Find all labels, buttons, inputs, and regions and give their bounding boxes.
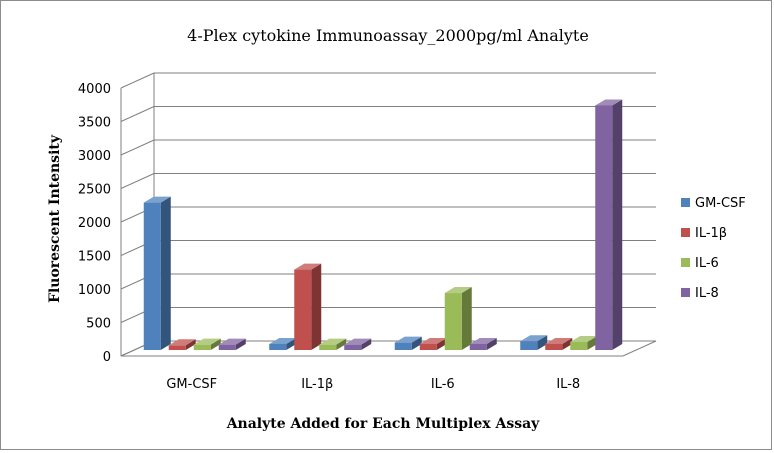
legend-label: GM-CSF bbox=[695, 196, 746, 211]
legend: GM-CSF IL-1β IL-6 IL-8 bbox=[681, 196, 746, 301]
y-tick-label: 0 bbox=[103, 350, 111, 365]
bar bbox=[193, 338, 221, 350]
legend-label: IL-1β bbox=[695, 226, 727, 241]
bar bbox=[143, 196, 171, 350]
bar-side bbox=[587, 335, 598, 350]
bar-front bbox=[469, 343, 487, 350]
bar-front bbox=[545, 343, 563, 350]
x-tick-label: GM-CSF bbox=[166, 377, 217, 392]
y-tick-label: 2500 bbox=[78, 183, 111, 198]
bar bbox=[419, 337, 447, 350]
bar-side bbox=[461, 287, 472, 350]
bar-top bbox=[344, 338, 372, 345]
bar-front bbox=[319, 344, 337, 350]
bar bbox=[444, 287, 472, 350]
floor bbox=[120, 340, 657, 357]
bar-top bbox=[294, 263, 322, 270]
bar-top bbox=[444, 287, 472, 294]
bar-side bbox=[612, 99, 623, 350]
bar bbox=[469, 337, 497, 350]
gridline-side bbox=[120, 72, 155, 89]
bar bbox=[570, 335, 598, 350]
legend-swatch bbox=[681, 198, 690, 207]
x-tick-label: IL-1β bbox=[301, 377, 333, 392]
bar-front bbox=[143, 202, 161, 350]
x-tick-label: IL-8 bbox=[556, 377, 580, 392]
bar-top bbox=[218, 338, 246, 345]
bar-side bbox=[311, 263, 322, 350]
gridline-side bbox=[120, 106, 155, 122]
y-tick-label: 3500 bbox=[78, 116, 111, 131]
bar-side bbox=[361, 338, 372, 350]
bar-side bbox=[210, 338, 221, 350]
legend-swatch bbox=[681, 288, 690, 297]
bar-front bbox=[520, 341, 538, 350]
legend-label: IL-6 bbox=[695, 256, 719, 271]
bar-side bbox=[160, 196, 171, 350]
bar-side bbox=[411, 336, 422, 350]
bar-front bbox=[394, 342, 412, 350]
bar bbox=[344, 338, 372, 350]
bar bbox=[218, 338, 246, 350]
bar-front bbox=[344, 344, 362, 350]
bar-side bbox=[537, 335, 548, 350]
bar-front bbox=[595, 105, 613, 350]
bar-side bbox=[235, 338, 246, 350]
bar-front bbox=[419, 343, 437, 350]
bar-side bbox=[336, 338, 347, 350]
gridline-side bbox=[120, 173, 155, 189]
y-axis-label: Fluorescent Intensity bbox=[47, 134, 63, 303]
legend-label: IL-8 bbox=[695, 286, 719, 301]
y-tick-label: 1000 bbox=[78, 283, 111, 298]
bar-top bbox=[419, 337, 447, 344]
bar-front bbox=[168, 345, 186, 350]
bar-top bbox=[595, 99, 623, 106]
bar-top bbox=[570, 335, 598, 342]
bar bbox=[294, 263, 322, 350]
y-tick-label: 3000 bbox=[78, 149, 111, 164]
bar-top bbox=[193, 338, 221, 345]
bar bbox=[319, 338, 347, 350]
bar-top bbox=[545, 337, 573, 344]
bar bbox=[545, 337, 573, 350]
y-tick-label: 4000 bbox=[78, 82, 111, 97]
y-tick-label: 1500 bbox=[78, 250, 111, 265]
bar-top bbox=[269, 337, 297, 344]
bar-side bbox=[286, 337, 297, 350]
legend-swatch bbox=[681, 228, 690, 237]
chart-title: 4-Plex cytokine Immunoassay_2000pg/ml An… bbox=[187, 26, 589, 45]
x-tick-label: IL-6 bbox=[431, 377, 455, 392]
bar-front bbox=[218, 344, 236, 350]
bar-side bbox=[436, 337, 447, 350]
bar bbox=[269, 337, 297, 350]
plot-area: 0 500 1000 1500 2000 2500 3000 3500 4000 GM-CSF IL… bbox=[78, 72, 657, 392]
bar-top bbox=[168, 339, 196, 346]
bar-front bbox=[193, 344, 211, 350]
bar-front bbox=[444, 293, 462, 350]
bar bbox=[168, 339, 196, 350]
bar-front bbox=[570, 341, 588, 350]
bar-top bbox=[143, 196, 171, 203]
bar bbox=[520, 335, 548, 350]
x-axis-label: Analyte Added for Each Multiplex Assay bbox=[226, 416, 540, 432]
bar-side bbox=[486, 337, 497, 350]
bar-top bbox=[520, 335, 548, 342]
bar bbox=[595, 99, 623, 350]
y-tick-label: 2000 bbox=[78, 216, 111, 231]
bar bbox=[394, 336, 422, 350]
bar-side bbox=[185, 339, 196, 350]
gridline-side bbox=[120, 139, 155, 156]
bar-side bbox=[562, 337, 573, 350]
bar-front bbox=[269, 343, 287, 350]
bar-top bbox=[469, 337, 497, 344]
bar-top bbox=[319, 338, 347, 345]
bar-front bbox=[294, 269, 312, 350]
bar-top bbox=[394, 336, 422, 343]
y-tick-label: 500 bbox=[86, 317, 111, 332]
legend-swatch bbox=[681, 258, 690, 267]
